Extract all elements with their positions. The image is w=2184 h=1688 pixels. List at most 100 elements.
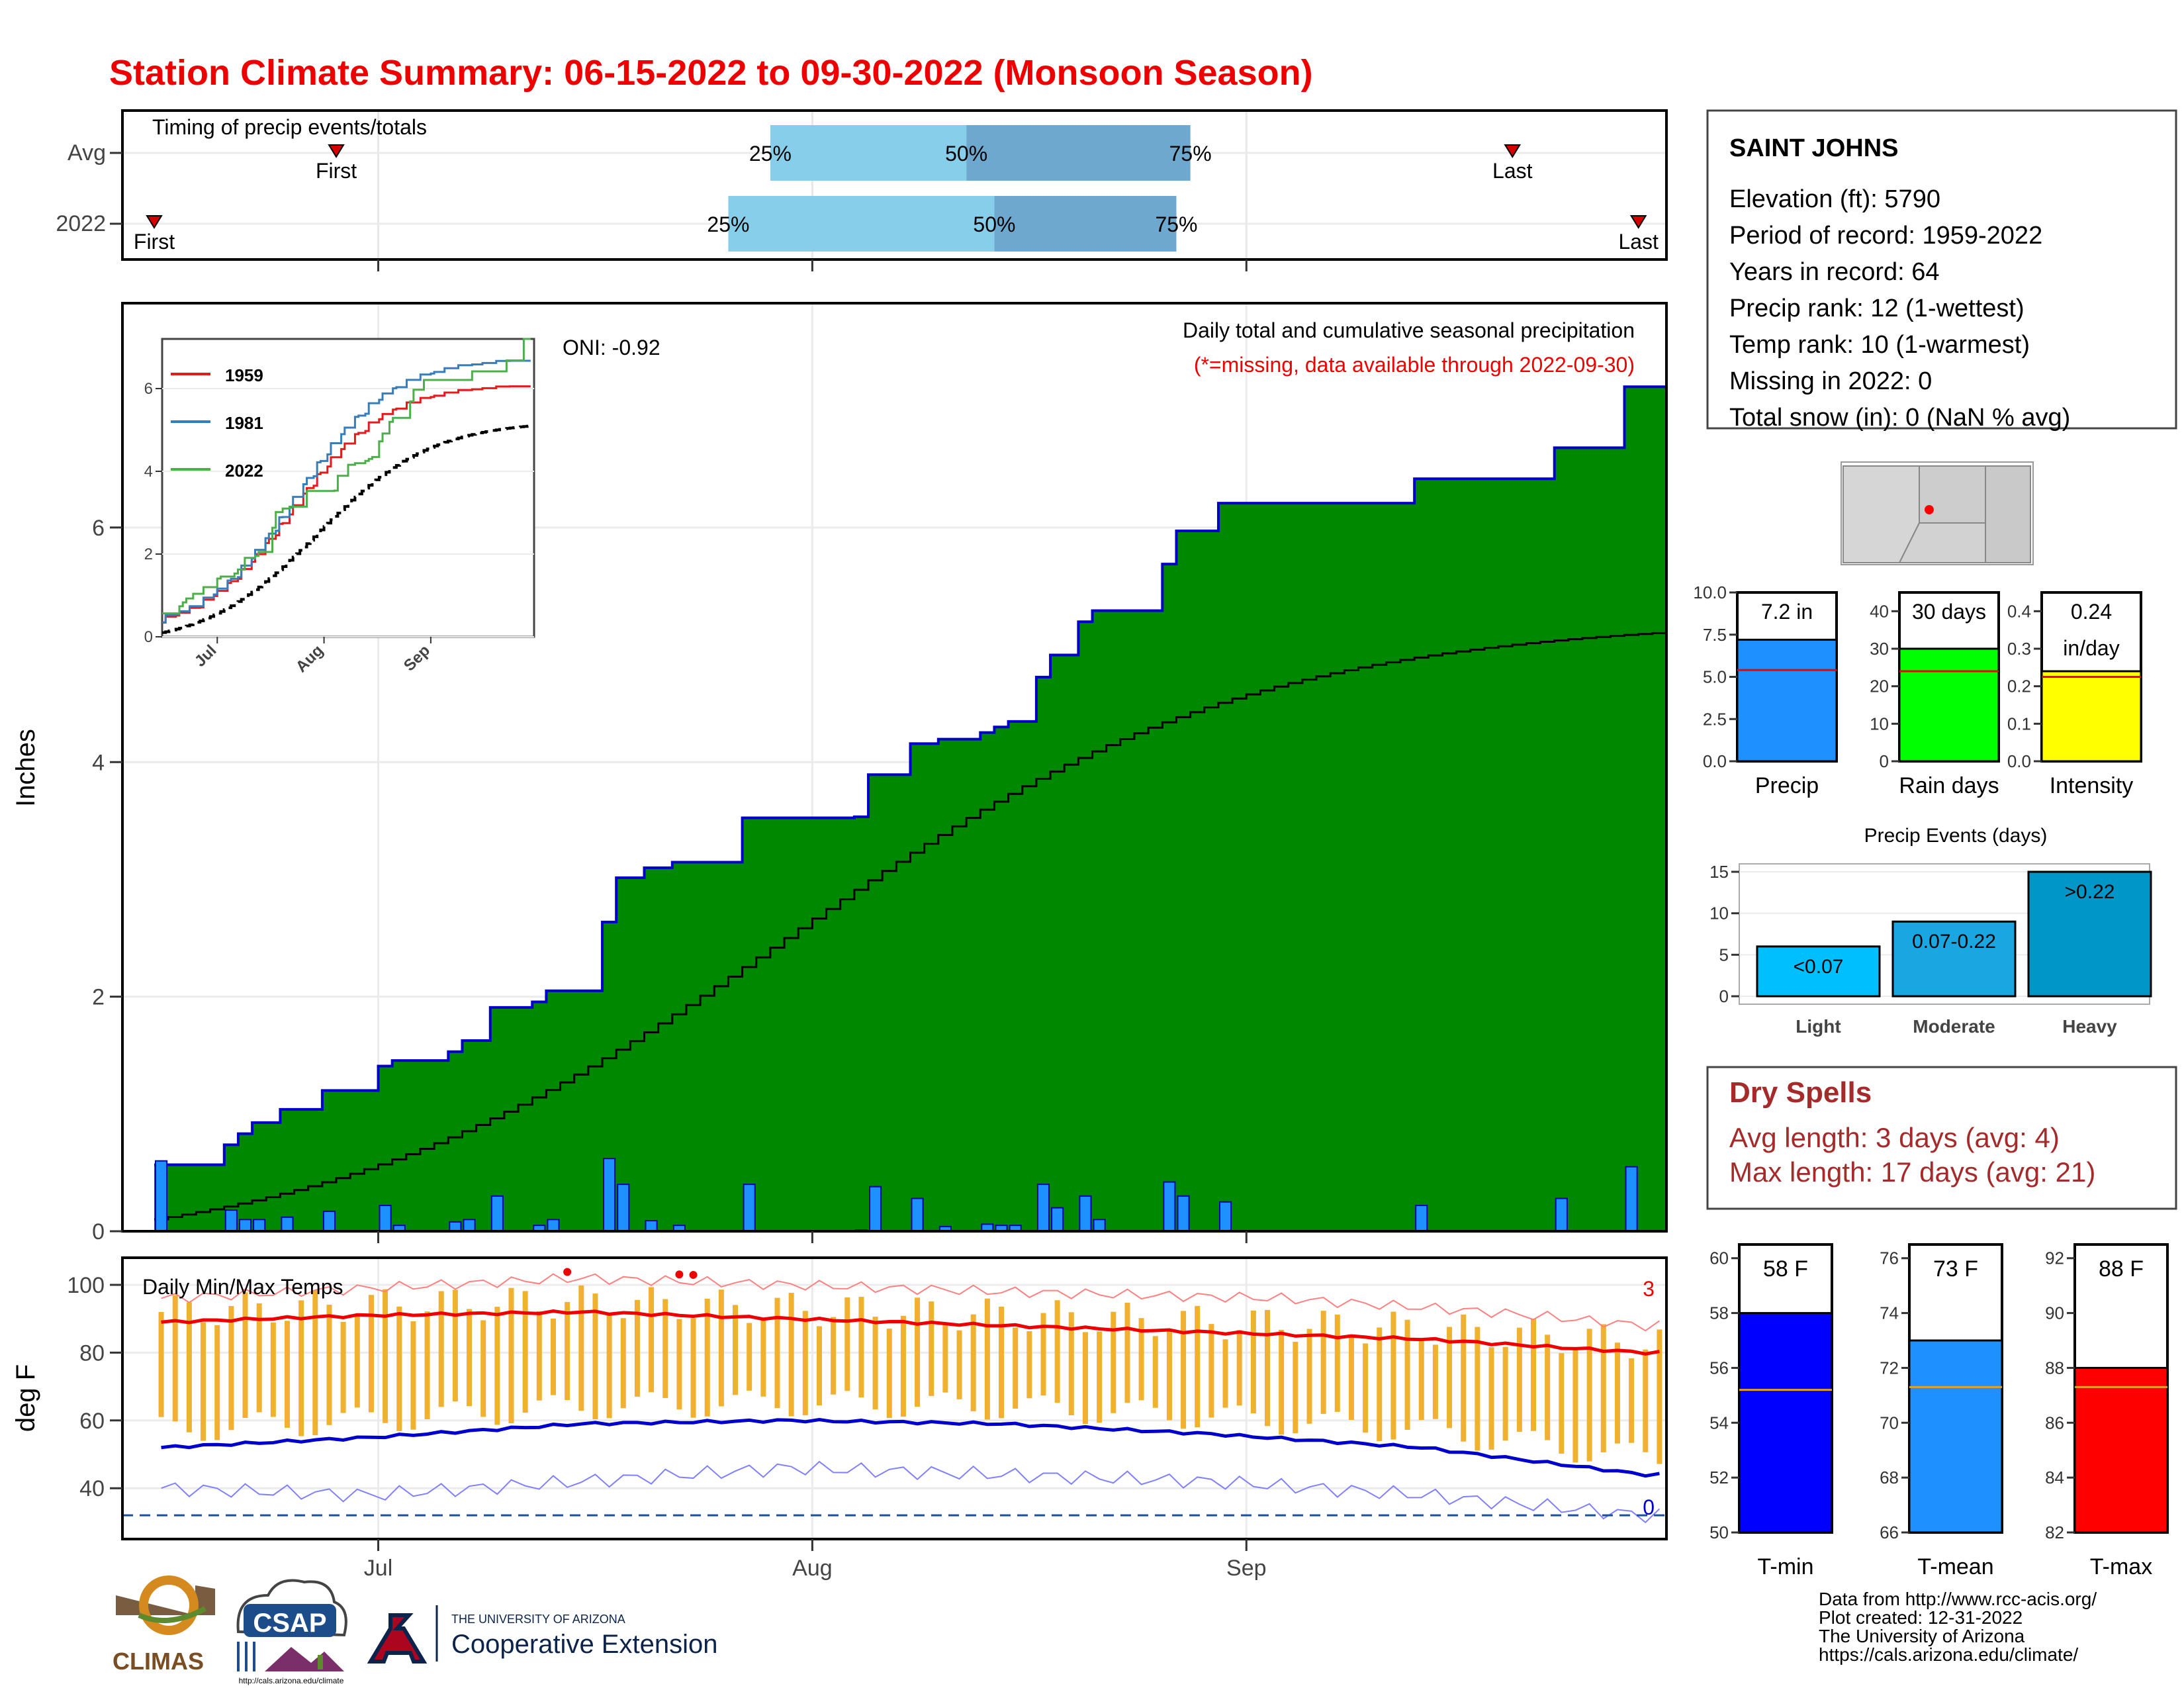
daily-temp-range-bar — [1363, 1343, 1369, 1433]
timing-bar-q50-q75 — [994, 196, 1177, 252]
daily-temp-range-bar — [312, 1290, 318, 1436]
daily-temp-range-bar — [1068, 1312, 1074, 1416]
station-location-dot — [1925, 505, 1934, 514]
daily-temp-range-bar — [354, 1315, 360, 1408]
station-missing: Missing in 2022: 0 — [1729, 367, 1932, 395]
daily-temp-range-bar — [1516, 1327, 1522, 1432]
daily-precip-bar — [1163, 1181, 1176, 1232]
daily-temp-range-bar — [592, 1293, 598, 1420]
temp-ytick-label: 100 — [67, 1273, 105, 1298]
daily-temp-range-bar — [1334, 1314, 1340, 1412]
temp-bar-value — [1908, 1339, 2003, 1534]
mini-bar-ytick-label: 7.5 — [1703, 625, 1727, 645]
daily-temp-range-bar — [1124, 1302, 1130, 1403]
daily-precip-bar — [322, 1210, 336, 1233]
daily-temp-range-bar — [578, 1285, 584, 1411]
daily-temp-range-bar — [550, 1318, 556, 1395]
daily-temp-range-bar — [984, 1298, 990, 1420]
daily-temp-range-bar — [410, 1321, 416, 1430]
missing-note: (*=missing, data available through 2022-… — [1194, 353, 1635, 377]
daily-precip-bar — [743, 1184, 756, 1232]
mini-bar-ytick-label: 0.0 — [2007, 751, 2031, 771]
daily-temp-range-bar — [1377, 1327, 1383, 1441]
record-high-count: 3 — [1643, 1277, 1655, 1301]
mini-bar-ytick-label: 2.5 — [1703, 709, 1727, 729]
daily-temp-range-bar — [1222, 1339, 1228, 1408]
mini-bar-ytick-label: 0.3 — [2007, 639, 2031, 659]
daily-temp-range-bar — [816, 1326, 822, 1406]
daily-temp-range-bar — [438, 1291, 444, 1407]
daily-temp-range-bar — [942, 1322, 948, 1393]
temp-bar-ytick-label: 76 — [1880, 1248, 1899, 1268]
daily-temp-range-bar — [1488, 1347, 1494, 1450]
daily-temp-range-bar — [396, 1306, 402, 1431]
inset-ytick-label: 0 — [144, 628, 153, 646]
daily-precip-bar — [1555, 1197, 1568, 1233]
daily-temp-range-bar — [1348, 1335, 1354, 1421]
daily-temp-range-bar — [1629, 1358, 1635, 1443]
timing-q50-label: 50% — [973, 212, 1015, 236]
ua-logo: THE UNIVERSITY OF ARIZONA Cooperative Ex… — [367, 1605, 717, 1664]
timing-last-marker — [1629, 215, 1647, 229]
daily-temp-range-bar — [1138, 1318, 1144, 1401]
daily-temp-range-bar — [1250, 1310, 1256, 1414]
mini-bar-precip: 7.2 in 0.0 2.5 5.0 7.5 10.0 Precip — [1693, 583, 1838, 798]
mini-bar-category-label: Intensity — [2050, 773, 2134, 798]
mini-bar-ytick-label: 10.0 — [1693, 583, 1727, 602]
temp-bar-value-label: 88 F — [2099, 1256, 2144, 1282]
daily-temp-range-bar — [999, 1306, 1005, 1419]
avg-min-line — [161, 1417, 1660, 1478]
daily-temp-range-bar — [536, 1311, 542, 1401]
daily-precip-bar — [253, 1219, 266, 1233]
mini-bar-ytick-label: 0.1 — [2007, 714, 2031, 733]
mini-bar-value-label: 0.24 — [2071, 600, 2112, 624]
month-label: Sep — [1226, 1556, 1267, 1581]
daily-temp-range-bar — [1026, 1331, 1032, 1399]
daily-temp-range-bar — [1320, 1311, 1326, 1414]
station-precip-rank: Precip rank: 12 (1-wettest) — [1729, 295, 2025, 322]
oni-value: ONI: -0.92 — [563, 336, 660, 359]
daily-temp-range-bar — [383, 1289, 388, 1423]
station-info-box: SAINT JOHNS Elevation (ft): 5790 Period … — [1706, 109, 2177, 432]
temp-bar-t-mean: 73 F 66 68 70 72 74 76 T-mean — [1880, 1243, 2003, 1579]
daily-temp-range-bar — [368, 1295, 374, 1413]
daily-temp-range-bar — [1040, 1313, 1046, 1396]
mini-bar-ytick-label: 30 — [1870, 639, 1889, 659]
timing-label: Timing of precip events/totals — [152, 115, 427, 139]
daily-precip-bar — [1218, 1201, 1232, 1232]
events-category-label: Light — [1796, 1016, 1841, 1037]
mini-bar-ytick-label: 0.2 — [2007, 677, 2031, 696]
inset-ytick-label: 6 — [144, 380, 153, 398]
timing-q50-label: 50% — [945, 142, 987, 165]
temp-title: Daily Min/Max Temps — [142, 1275, 343, 1299]
events-bar-moderate — [1891, 920, 2017, 998]
daily-temp-range-bar — [872, 1317, 878, 1410]
events-bar-label: >0.22 — [2065, 881, 2115, 903]
temp-bar-ytick-label: 92 — [2045, 1248, 2064, 1268]
station-period: Period of record: 1959-2022 — [1729, 222, 2042, 250]
inset-ytick-label: 4 — [144, 463, 153, 481]
timing-bar-q50-q75 — [966, 125, 1191, 181]
daily-temp-range-bar — [1418, 1340, 1424, 1421]
daily-temp-range-bar — [1432, 1344, 1438, 1419]
daily-temp-range-bar — [704, 1298, 710, 1417]
daily-precip-bar — [281, 1216, 294, 1232]
timing-q25-label: 25% — [707, 212, 749, 236]
credit-line-4: https://cals.arizona.edu/climate/ — [1819, 1644, 2078, 1665]
location-map — [1841, 461, 2034, 565]
cumulative-precip-area — [154, 387, 1666, 1232]
daily-precip-bar — [449, 1221, 462, 1233]
daily-temp-range-bar — [1279, 1329, 1285, 1435]
daily-temp-range-bar — [1600, 1324, 1606, 1452]
daily-temp-range-bar — [1082, 1332, 1088, 1425]
daily-precip-bar — [155, 1160, 168, 1232]
daily-temp-range-bar — [508, 1288, 514, 1424]
timing-first-marker — [328, 144, 345, 158]
events-bar-label: 0.07-0.22 — [1912, 931, 1996, 953]
daily-precip-bar — [238, 1219, 252, 1233]
month-label: Jul — [364, 1556, 392, 1581]
temp-bar-value-label: 58 F — [1763, 1256, 1808, 1282]
daily-temp-range-bar — [900, 1315, 906, 1417]
events-category-label: Heavy — [2062, 1016, 2117, 1037]
mini-bar-value-label: 30 days — [1912, 600, 1986, 624]
